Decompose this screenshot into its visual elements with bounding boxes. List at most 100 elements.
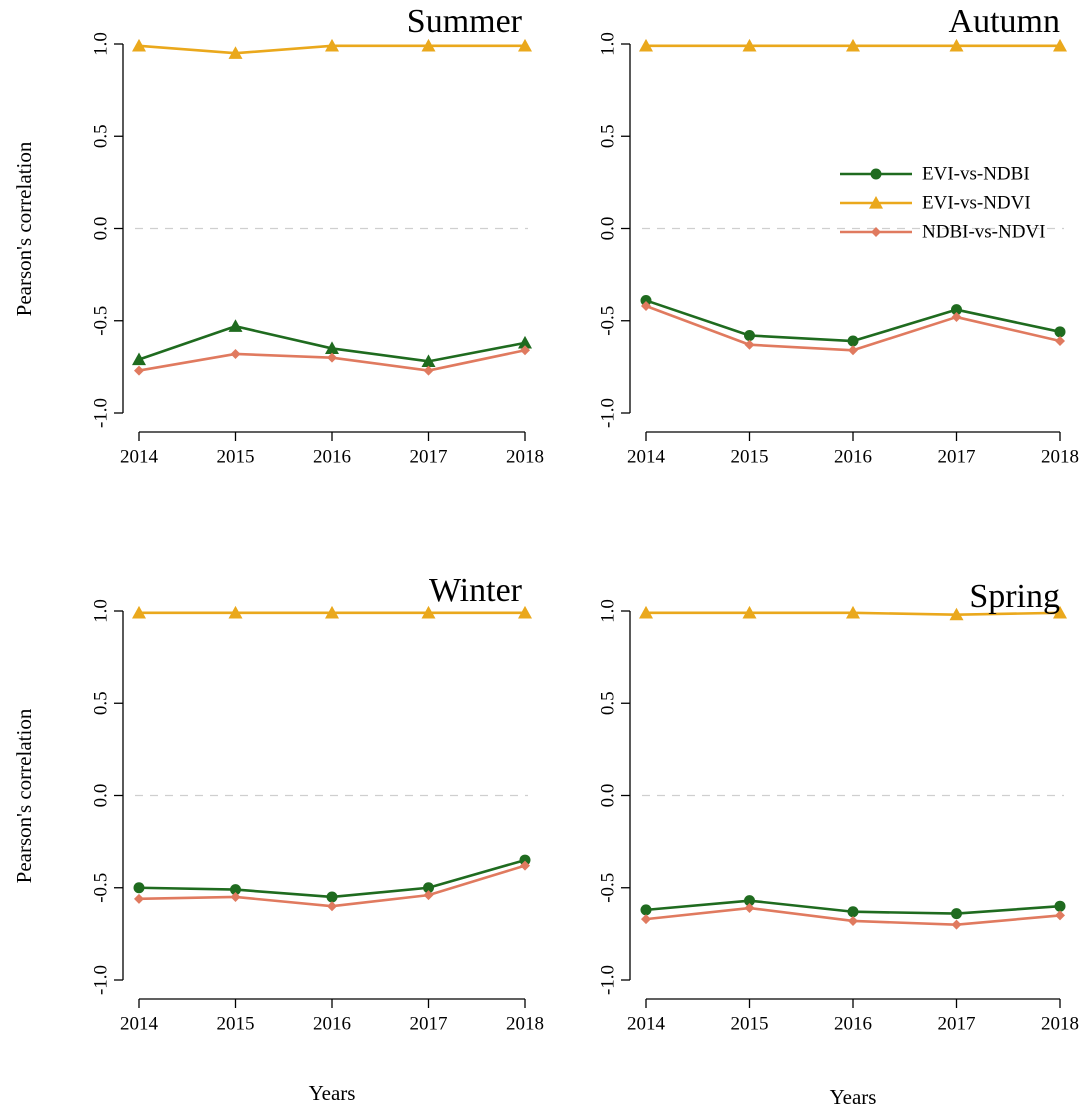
series-ndbi-vs-ndvi: [134, 860, 530, 912]
panel-title: Summer: [407, 3, 523, 40]
panel-title: Winter: [429, 572, 523, 609]
series-evi-vs-ndvi: [639, 605, 1067, 621]
data-point: [325, 605, 339, 619]
data-point: [1053, 605, 1067, 619]
panel-title: Autumn: [949, 3, 1060, 40]
legend-entry-ndbi-vs-ndvi: NDBI-vs-NDVI: [840, 222, 1045, 243]
legend-marker: [871, 227, 881, 237]
data-point: [520, 860, 530, 871]
y-tick-label: -0.5: [91, 306, 112, 336]
data-point: [230, 891, 241, 902]
x-tick-label: 2015: [731, 1014, 769, 1035]
data-point: [134, 893, 144, 904]
y-tick-label: 1.0: [91, 32, 112, 56]
series-evi-vs-ndvi: [639, 38, 1067, 52]
data-point: [134, 365, 144, 376]
data-point: [132, 38, 146, 52]
y-tick-label: 1.0: [91, 599, 112, 623]
data-point: [742, 605, 757, 619]
y-tick-label: 0.0: [598, 217, 619, 241]
x-tick-label: 2014: [120, 447, 159, 468]
data-point: [1053, 38, 1067, 52]
data-point: [744, 903, 755, 914]
data-point: [228, 46, 243, 59]
x-tick-label: 2014: [627, 1014, 666, 1035]
data-point: [520, 345, 530, 356]
legend-marker: [869, 196, 883, 209]
data-point: [847, 335, 859, 347]
y-tick-label: 0.0: [598, 784, 619, 808]
data-point: [519, 854, 531, 866]
data-point: [848, 915, 858, 926]
y-tick-label: -0.5: [598, 306, 619, 336]
data-point: [641, 300, 651, 311]
x-tick-label: 2016: [834, 447, 872, 468]
x-tick-label: 2017: [938, 1014, 976, 1035]
x-tick-label: 2015: [217, 447, 255, 468]
series-evi-vs-ndvi: [132, 605, 532, 619]
data-point: [640, 294, 652, 306]
panel-summer: -1.0 -0.5 0.0 0.5 1.0 2014 2015 2016 2017 2018 Sum…: [91, 3, 545, 468]
data-point: [1054, 900, 1066, 912]
data-point: [744, 895, 755, 907]
data-point: [518, 605, 532, 619]
y-tick-label: 0.5: [91, 691, 112, 715]
axis-titles: Pearson's correlation Pearson's correlati…: [12, 141, 876, 1109]
y-tick-label: 0.0: [91, 784, 112, 808]
y-tick-label: -1.0: [598, 965, 619, 995]
y-tick-label: 1.0: [598, 32, 619, 56]
data-point: [423, 882, 434, 894]
x-tick-label: 2014: [120, 1014, 159, 1035]
data-point: [132, 352, 146, 366]
data-point: [230, 884, 241, 896]
legend: EVI-vs-NDBI EVI-vs-NDVI NDBI-vs-NDVI: [840, 164, 1045, 243]
data-point: [744, 330, 755, 342]
data-point: [847, 906, 859, 918]
x-tick-label: 2016: [834, 1014, 872, 1035]
series-evi-vs-ndbi: [640, 895, 1066, 920]
data-point: [639, 38, 653, 52]
x-axis-title: Years: [830, 1085, 877, 1109]
legend-label: EVI-vs-NDBI: [922, 164, 1030, 185]
legend-label: EVI-vs-NDVI: [922, 193, 1031, 214]
series-line: [138, 858, 526, 899]
series-evi-vs-ndvi: [132, 38, 532, 59]
data-point: [951, 304, 962, 316]
x-tick-label: 2017: [410, 1014, 448, 1035]
x-tick-label: 2018: [506, 447, 544, 468]
panel-winter: -1.0 -0.5 0.0 0.5 1.0 2014 2015 2016 2017 2018 Win…: [91, 572, 545, 1035]
data-point: [639, 605, 653, 619]
x-tick-label: 2017: [410, 447, 448, 468]
data-point: [951, 312, 962, 323]
data-point: [326, 891, 338, 903]
x-tick-label: 2018: [506, 1014, 544, 1035]
data-point: [423, 365, 434, 376]
data-point: [228, 605, 243, 619]
data-point: [325, 38, 339, 52]
data-point: [951, 919, 962, 930]
data-point: [228, 319, 243, 332]
series-evi-vs-ndbi: [133, 854, 531, 903]
y-tick-label: 0.5: [598, 691, 619, 715]
panel-title: Spring: [969, 578, 1060, 615]
x-tick-label: 2015: [731, 447, 769, 468]
legend-marker: [870, 168, 882, 180]
x-tick-label: 2018: [1041, 1014, 1079, 1035]
series-evi-vs-ndbi: [132, 319, 532, 367]
y-axis-title: Pearson's correlation: [12, 141, 36, 316]
y-tick-label: -0.5: [91, 873, 112, 903]
x-tick-label: 2014: [627, 447, 666, 468]
x-axis-title: Years: [309, 1081, 356, 1105]
series-line: [645, 299, 1061, 343]
y-tick-label: 1.0: [598, 599, 619, 623]
panel-spring: -1.0 -0.5 0.0 0.5 1.0 2014 2015 2016 2017 2018 Spr…: [598, 578, 1080, 1035]
series-ndbi-vs-ndvi: [641, 300, 1065, 356]
data-point: [641, 914, 651, 925]
x-tick-label: 2017: [938, 447, 976, 468]
legend-entry-evi-vs-ndbi: EVI-vs-NDBI: [840, 164, 1030, 185]
data-point: [846, 605, 860, 619]
data-point: [949, 38, 964, 52]
x-tick-label: 2016: [313, 447, 351, 468]
data-point: [742, 38, 757, 52]
